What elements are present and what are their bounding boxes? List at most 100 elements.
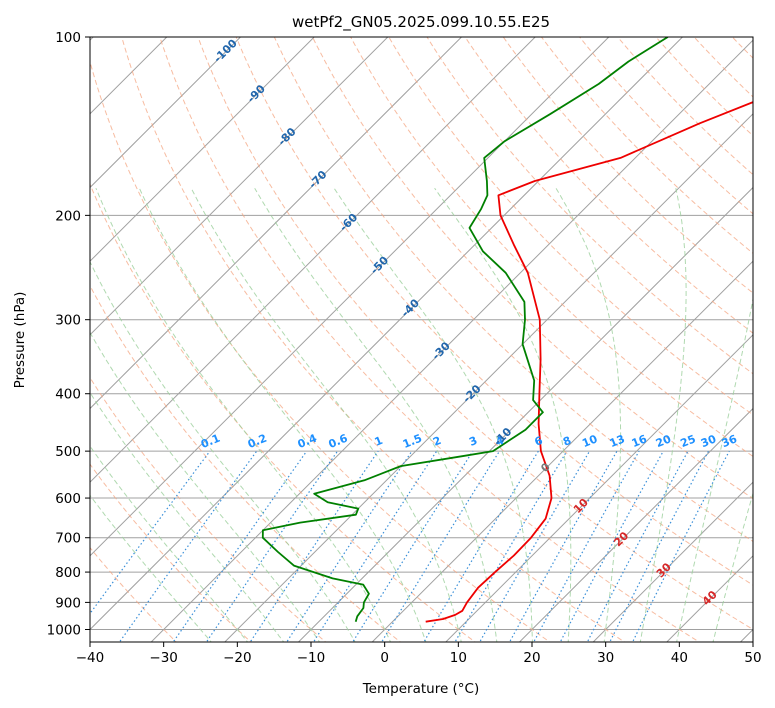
mixing-ratio-line [559,450,664,642]
mixing-ratio-line [631,450,730,642]
isotherm-label: -90 [245,82,268,105]
mixing-ratio-line [205,450,339,642]
isotherm-line [297,186,753,642]
moist-adiabat-line [712,491,753,642]
isotherm-label: -30 [430,339,453,362]
plot-frame [89,36,754,643]
isotherm-line [90,37,610,557]
dry-adiabat-line [90,463,252,642]
isotherm-label: -70 [306,168,329,191]
mixing-ratio-label: 20 [654,432,673,450]
isotherm-line [90,37,315,262]
y-tick-label: 600 [55,491,81,507]
mixing-ratio-label: 0.4 [296,432,319,451]
axes-layer: −40 −30 −20 −10 0 10 20 30 40 5010020030040050060… [47,30,762,666]
mixing-ratio-label: 0.6 [327,432,350,451]
dry-adiabat-line [90,284,402,642]
moist-adiabat-line [138,187,427,642]
y-tick-label: 1000 [47,623,81,639]
mixing-ratio-line [609,450,710,642]
isotherm-line [371,260,753,642]
dry-adiabat-line [426,37,753,375]
dewpoint-profile-line [261,37,669,622]
mixing-ratio-label: 3 [467,434,479,449]
isotherm-line [666,555,753,642]
moist-adiabat-label: 10 [571,496,591,516]
mixing-ratio-label: 13 [608,432,627,450]
mixing-ratio-line [118,450,258,642]
y-tick-label: 800 [55,565,81,581]
mixing-ratio-line [454,450,568,642]
moist-adiabat-line [190,187,462,642]
temperature-profile-line [425,101,753,623]
dry-adiabat-line [90,59,551,642]
y-tick-label: 500 [55,444,81,460]
isotherm-line [90,37,389,336]
mixing-ratio-line [312,450,438,642]
mixing-ratio-label: 30 [699,432,718,450]
moist-adiabat-label: 30 [654,560,674,580]
mixing-ratio-line [352,450,474,642]
isotherm-line [150,39,753,642]
dry-adiabat-line [578,37,753,215]
x-tick-label: 10 [450,650,467,666]
background-lines-layer [90,24,775,645]
chart-title: wetPf2_GN05.2025.099.10.55.E25 [292,13,550,32]
moist-adiabat-line [676,296,753,642]
dry-adiabat-line [90,182,476,642]
mixing-ratio-line [90,450,211,615]
dry-adiabat-line [617,37,753,176]
mixing-ratio-label: 8 [561,434,573,449]
mixing-ratio-label: 1.5 [401,432,424,451]
isotherm-line [592,481,753,642]
y-tick-label: 100 [55,30,81,46]
isotherm-line [90,37,463,410]
dry-adiabat-line [235,37,753,586]
mixing-ratio-label: 16 [630,432,649,450]
x-tick-label: 40 [671,650,688,666]
x-axis-label: Temperature (°C) [362,681,480,697]
mixing-ratio-line [172,450,308,642]
x-tick-label: −30 [149,650,178,666]
moist-adiabat-label: 40 [700,588,720,608]
dry-adiabat-line [464,37,753,334]
isotherm-label: -50 [368,253,391,276]
x-tick-label: 20 [523,650,540,666]
x-tick-label: −10 [297,650,326,666]
contour-labels-layer: 0.1 0.2 0.4 0.6 1 1.5 2 3 4 6 8 10 13 16 20 25 30 36-100-… [199,37,739,608]
moist-adiabat-line [95,188,392,642]
moist-adiabat-line [555,187,622,642]
profile-series-layer [261,37,753,623]
moist-adiabat-line [639,188,687,642]
y-axis-label: Pressure (hPa) [12,292,28,389]
isotherm-line [90,37,684,631]
mixing-ratio-label: 2 [431,434,443,449]
moist-adiabat-line [333,187,533,642]
isotherm-line [739,628,753,642]
isotherm-label: -60 [337,211,360,234]
moist-adiabat-line [90,331,321,642]
y-tick-label: 200 [55,208,81,224]
mixing-ratio-line [380,450,501,642]
mixing-ratio-line [249,450,379,642]
isotherm-label: -100 [211,37,240,66]
mixing-ratio-line [586,450,689,642]
isotherm-line [445,334,753,642]
y-tick-label: 300 [55,313,81,329]
moist-adiabat-line [90,494,212,642]
dry-adiabat-line [655,37,753,137]
dry-adiabat-line [540,37,753,254]
dry-adiabat-line [757,24,775,645]
mixing-ratio-label: 6 [533,434,545,449]
dry-adiabat-line [121,37,626,642]
y-tick-label: 900 [55,595,81,611]
y-tick-label: 700 [55,531,81,547]
dry-adiabat-line [502,37,753,294]
dry-adiabat-line [388,37,753,416]
isotherm-label: -10 [491,425,514,448]
moist-adiabat-line [90,445,249,642]
mixing-ratio-label: 10 [580,432,599,450]
x-tick-label: −40 [76,650,105,666]
moist-adiabat-line [254,187,498,642]
dry-adiabat-line [273,37,753,543]
